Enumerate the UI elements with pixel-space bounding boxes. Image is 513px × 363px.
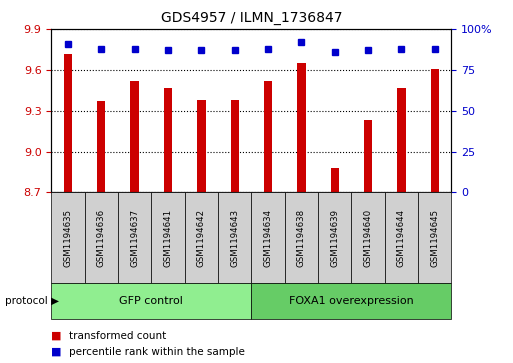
- Text: GSM1194640: GSM1194640: [364, 209, 372, 267]
- Text: ■: ■: [51, 331, 62, 341]
- Text: GFP control: GFP control: [120, 296, 183, 306]
- Bar: [430, 69, 439, 192]
- Bar: [397, 87, 406, 192]
- Bar: [264, 81, 272, 192]
- Text: GSM1194642: GSM1194642: [197, 209, 206, 267]
- Text: GDS4957 / ILMN_1736847: GDS4957 / ILMN_1736847: [161, 11, 342, 25]
- Bar: [330, 168, 339, 192]
- FancyBboxPatch shape: [351, 192, 385, 283]
- Text: GSM1194634: GSM1194634: [264, 209, 272, 267]
- Bar: [230, 100, 239, 192]
- Text: GSM1194636: GSM1194636: [97, 209, 106, 267]
- Text: GSM1194637: GSM1194637: [130, 209, 139, 267]
- FancyBboxPatch shape: [251, 192, 285, 283]
- Text: transformed count: transformed count: [69, 331, 167, 341]
- Text: GSM1194641: GSM1194641: [164, 209, 172, 267]
- FancyBboxPatch shape: [51, 283, 251, 319]
- Text: FOXA1 overexpression: FOXA1 overexpression: [289, 296, 414, 306]
- FancyBboxPatch shape: [385, 192, 418, 283]
- FancyBboxPatch shape: [285, 192, 318, 283]
- Text: ■: ■: [51, 347, 62, 357]
- FancyBboxPatch shape: [118, 192, 151, 283]
- FancyBboxPatch shape: [51, 192, 85, 283]
- FancyBboxPatch shape: [185, 192, 218, 283]
- Text: GSM1194644: GSM1194644: [397, 209, 406, 267]
- Bar: [64, 53, 72, 192]
- Bar: [197, 100, 206, 192]
- Text: GSM1194645: GSM1194645: [430, 209, 439, 267]
- Text: percentile rank within the sample: percentile rank within the sample: [69, 347, 245, 357]
- Bar: [297, 63, 306, 192]
- Bar: [364, 120, 372, 192]
- Bar: [97, 101, 106, 192]
- FancyBboxPatch shape: [318, 192, 351, 283]
- FancyBboxPatch shape: [251, 283, 451, 319]
- Text: GSM1194639: GSM1194639: [330, 209, 339, 267]
- Text: protocol ▶: protocol ▶: [5, 296, 59, 306]
- Text: GSM1194635: GSM1194635: [64, 209, 72, 267]
- Bar: [164, 87, 172, 192]
- FancyBboxPatch shape: [418, 192, 451, 283]
- Bar: [130, 81, 139, 192]
- Text: GSM1194643: GSM1194643: [230, 209, 239, 267]
- FancyBboxPatch shape: [85, 192, 118, 283]
- Text: GSM1194638: GSM1194638: [297, 209, 306, 267]
- FancyBboxPatch shape: [218, 192, 251, 283]
- FancyBboxPatch shape: [151, 192, 185, 283]
